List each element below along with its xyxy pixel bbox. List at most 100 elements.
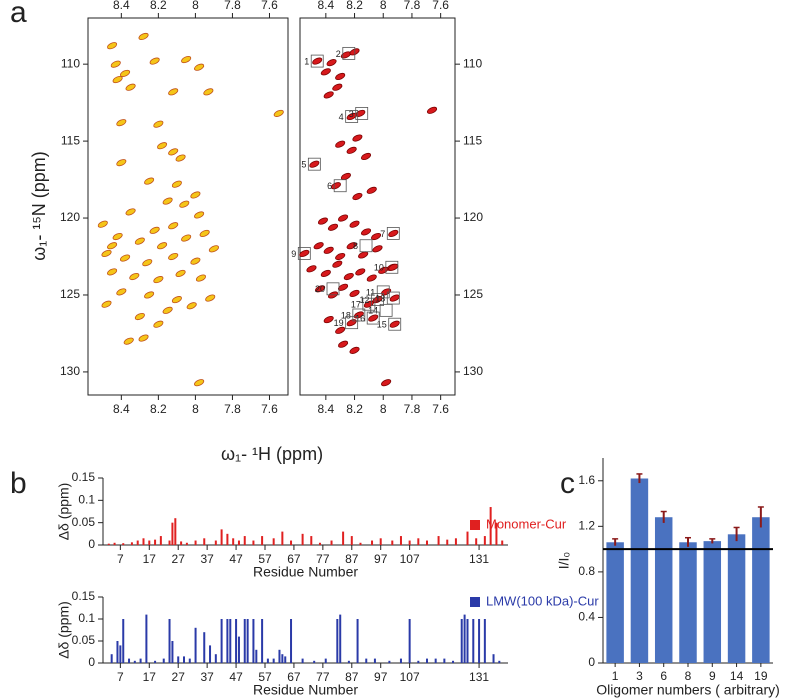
panel-label: a: [10, 0, 27, 29]
peak: [366, 274, 377, 282]
peak: [388, 263, 399, 271]
peak: [171, 296, 182, 304]
bar: [284, 656, 287, 663]
bar: [399, 658, 402, 663]
bar: [501, 540, 504, 545]
bar: [177, 656, 180, 663]
peak: [335, 252, 346, 261]
bar: [214, 654, 217, 663]
legend-label: LMW(100 kDa)-Cur: [486, 593, 599, 608]
plot-frame: [87, 17, 289, 396]
bar: [408, 540, 411, 545]
bar: [347, 660, 350, 663]
peak: [320, 269, 331, 278]
x-tick-label: 8.2: [150, 0, 167, 12]
bar: [261, 619, 264, 663]
bar: [727, 534, 746, 663]
bar: [220, 529, 223, 545]
peak: [381, 379, 392, 387]
bar: [446, 539, 449, 545]
annotation-box: [362, 297, 376, 311]
peak: [368, 314, 379, 322]
bar: [703, 541, 722, 663]
x-tick-label: 57: [258, 670, 272, 684]
bar: [133, 660, 136, 663]
annotation-box: [345, 110, 359, 123]
bar: [498, 660, 501, 663]
y-tick-label: 0.1: [78, 611, 95, 625]
x-tick-label: 17: [143, 670, 157, 684]
peak: [153, 276, 164, 284]
peak: [179, 200, 190, 208]
bar: [203, 632, 206, 663]
legend-label: Monomer-Cur: [486, 516, 567, 531]
bar: [313, 660, 316, 663]
bar: [246, 619, 249, 663]
peak: [186, 302, 197, 310]
peak: [320, 68, 331, 76]
x-tick-label: 8.4: [113, 0, 130, 12]
peak: [352, 134, 363, 142]
peak: [349, 289, 360, 298]
x-tick-label: 57: [258, 552, 272, 566]
peak: [208, 245, 219, 253]
peak: [332, 83, 343, 91]
bar: [272, 538, 275, 545]
peak: [144, 291, 155, 299]
y-tick-label: 110: [61, 56, 80, 70]
legend-swatch: [470, 520, 480, 530]
bar: [475, 538, 478, 545]
x-tick-label: 97: [374, 552, 388, 566]
y-tick-label: 1.6: [578, 473, 595, 487]
bar: [113, 542, 116, 545]
bar: [437, 536, 440, 545]
bar: [272, 658, 275, 663]
bar: [159, 536, 162, 545]
peak: [337, 214, 349, 222]
peak: [110, 60, 121, 68]
x-tick-label: 8.2: [346, 0, 363, 12]
y-tick-label: 1.2: [578, 519, 595, 533]
annotation-label: 14: [368, 306, 378, 316]
peak: [335, 326, 346, 334]
peak: [315, 285, 326, 293]
y-tick-label: 120: [463, 210, 483, 224]
peak: [273, 109, 284, 117]
y-tick-label: 120: [60, 210, 80, 224]
bar: [162, 658, 165, 663]
peak: [123, 337, 134, 345]
bar: [356, 619, 359, 663]
annotation-label: 12: [359, 295, 369, 305]
peak: [125, 208, 136, 216]
peak: [144, 177, 155, 185]
bar: [168, 619, 171, 663]
x-tick-label: 8: [380, 402, 387, 416]
y-tick-label: 115: [61, 133, 80, 147]
x-axis-title: Residue Number: [253, 564, 358, 580]
peak: [323, 316, 334, 324]
bar: [426, 658, 428, 663]
peak: [175, 269, 186, 278]
bar: [318, 542, 321, 545]
x-tick-label: 17: [143, 552, 157, 566]
bar: [495, 522, 498, 545]
annotation-label: 20: [315, 284, 325, 294]
peak: [194, 211, 205, 219]
bar: [752, 517, 770, 663]
peak: [358, 251, 369, 259]
bar: [350, 536, 353, 545]
x-tick-label: 27: [172, 552, 186, 566]
bar: [379, 538, 382, 545]
annotation-box: [345, 316, 359, 330]
peak: [371, 232, 382, 241]
peak: [101, 300, 112, 308]
bar: [226, 619, 229, 663]
peak: [168, 148, 179, 156]
x-tick-label: 8.4: [113, 402, 130, 416]
y-tick-label: 125: [60, 287, 80, 301]
bar: [281, 654, 284, 663]
peak: [346, 146, 357, 154]
bar: [266, 658, 269, 663]
bar: [330, 540, 333, 545]
bar: [261, 536, 264, 545]
